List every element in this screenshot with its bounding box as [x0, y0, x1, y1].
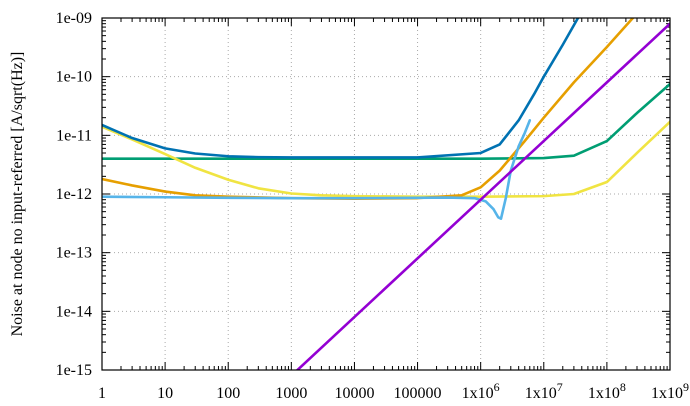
y-tick-label: 1e-12 [56, 186, 92, 203]
x-tick-labels: 1 10 100 1000 10000 100000 1x106 1x107 1x108 1x10… [98, 380, 689, 402]
x-tick-label: 1x108 [588, 380, 626, 402]
x-tick-label: 1 [98, 385, 106, 402]
y-tick-label: 1e-13 [56, 245, 92, 262]
y-axis-title: Noise at node no input-referred [A/sqrt(… [9, 52, 26, 337]
y-tick-label: 1e-10 [56, 69, 92, 86]
x-tick-label: 1x109 [651, 380, 689, 402]
y-tick-labels: 1e-15 1e-14 1e-13 1e-12 1e-11 1e-10 1e-09 [56, 10, 92, 379]
y-tick-label: 1e-14 [56, 303, 92, 320]
x-tick-label: 100000 [394, 385, 442, 402]
x-tick-label-exponent: 8 [620, 380, 626, 394]
x-tick-label-exponent: 7 [557, 380, 563, 394]
major-tick-marks [101, 17, 671, 371]
y-tick-label: 1e-11 [56, 127, 92, 144]
x-tick-label: 100 [216, 385, 240, 402]
x-tick-label: 1x106 [462, 380, 500, 402]
series-line-3 [102, 18, 635, 201]
y-tick-label: 1e-09 [56, 10, 92, 27]
series-line-4 [102, 119, 532, 220]
series-line-1 [102, 82, 670, 160]
x-tick-label: 1x107 [525, 380, 563, 402]
x-tick-label-exponent: 9 [683, 380, 689, 394]
x-tick-label: 1000 [275, 385, 307, 402]
series-line-2 [102, 120, 670, 198]
series-line-6 [295, 22, 670, 370]
x-tick-label-exponent: 6 [494, 380, 500, 394]
series-line-5 [102, 18, 580, 159]
x-tick-label: 10 [157, 385, 173, 402]
y-tick-label: 1e-15 [56, 362, 92, 379]
series-lines [102, 18, 670, 370]
x-tick-label: 10000 [334, 385, 374, 402]
